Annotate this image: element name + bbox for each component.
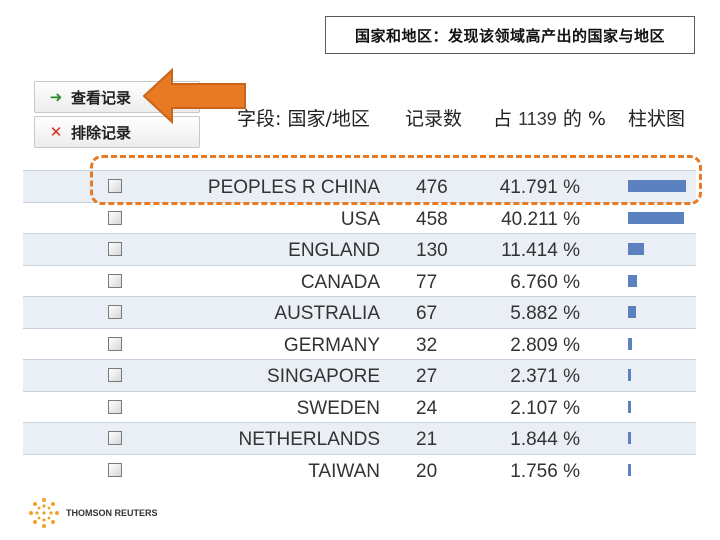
- record-count: 32: [416, 334, 438, 356]
- country-name: NETHERLANDS: [238, 429, 380, 450]
- country-name: ENGLAND: [288, 240, 380, 261]
- table-row: TAIWAN 20 1.756 %: [23, 453, 696, 486]
- country-name: AUSTRALIA: [274, 303, 380, 324]
- row-checkbox[interactable]: [108, 305, 122, 319]
- percent-value: 2.371 %: [510, 366, 580, 387]
- table-row: GERMANY 32 2.809 %: [23, 327, 696, 360]
- percent-value: 2.809 %: [510, 334, 580, 356]
- table-row: NETHERLANDS 21 1.844 %: [23, 422, 696, 454]
- record-count: 476: [416, 177, 448, 198]
- logo: THOMSON REUTERS: [28, 497, 158, 529]
- table-row: SWEDEN 24 2.107 %: [23, 390, 696, 423]
- share-bar: [628, 274, 637, 287]
- table-row: AUSTRALIA 67 5.882 %: [23, 296, 696, 328]
- percent-value: 2.107 %: [510, 397, 580, 419]
- country-name: SINGAPORE: [267, 366, 380, 387]
- record-count: 458: [416, 208, 448, 230]
- header-bar-chart: 柱状图: [628, 108, 686, 130]
- share-bar: [628, 369, 631, 381]
- share-bar: [628, 463, 631, 476]
- thomson-reuters-logo-icon: [29, 498, 59, 528]
- header-field: 字段: 国家/地区: [237, 108, 370, 130]
- country-name: GERMANY: [283, 334, 380, 356]
- row-checkbox[interactable]: [108, 462, 122, 477]
- table-row: USA 458 40.211 %: [23, 201, 696, 234]
- exclude-records-label: 排除记录: [71, 123, 132, 142]
- percent-value: 11.414 %: [501, 240, 580, 261]
- row-checkbox[interactable]: [108, 273, 122, 288]
- country-name: CANADA: [300, 271, 380, 293]
- record-count: 67: [416, 303, 438, 324]
- share-bar: [628, 243, 644, 255]
- percent-value: 1.756 %: [510, 460, 580, 482]
- slide-title: 国家和地区：发现该领域高产出的国家与地区: [325, 16, 695, 54]
- share-bar: [628, 306, 636, 318]
- country-name: USA: [340, 208, 380, 230]
- table-row: CANADA 77 6.760 %: [23, 264, 696, 297]
- percent-value: 6.760 %: [510, 271, 580, 293]
- header-count: 记录数: [405, 108, 463, 130]
- header-percent-total: 1139: [518, 109, 557, 129]
- row-checkbox[interactable]: [108, 368, 122, 382]
- record-count: 20: [416, 460, 438, 482]
- row-checkbox[interactable]: [108, 210, 122, 225]
- table-row: SINGAPORE 27 2.371 %: [23, 359, 696, 391]
- percent-value: 41.791 %: [499, 177, 580, 198]
- country-name: SWEDEN: [296, 397, 380, 419]
- header-percent-prefix: 占: [493, 108, 513, 130]
- row-checkbox[interactable]: [108, 242, 122, 256]
- percent-value: 1.844 %: [510, 429, 580, 450]
- country-name: PEOPLES R CHINA: [207, 177, 380, 198]
- row-checkbox[interactable]: [108, 179, 122, 193]
- share-bar: [628, 211, 684, 224]
- record-count: 27: [416, 366, 438, 387]
- highlight-frame: [90, 155, 702, 205]
- record-count: 130: [416, 240, 448, 261]
- arrow-right-icon: ➜: [49, 88, 63, 106]
- view-records-label: 查看记录: [71, 88, 132, 107]
- record-count: 21: [416, 429, 438, 450]
- header-percent: 占 1139 的 %: [493, 104, 606, 131]
- header-percent-suffix: 的 %: [562, 108, 606, 130]
- percent-value: 5.882 %: [510, 303, 580, 324]
- percent-value: 40.211 %: [501, 208, 580, 230]
- logo-text: THOMSON REUTERS: [66, 508, 158, 518]
- x-icon: ✕: [49, 123, 63, 141]
- arrow-left-icon: [142, 68, 246, 124]
- share-bar: [628, 432, 631, 444]
- country-name: TAIWAN: [308, 460, 380, 482]
- share-bar: [628, 400, 631, 413]
- row-checkbox[interactable]: [108, 431, 122, 445]
- table-row: PEOPLES R CHINA 476 41.791 %: [23, 170, 696, 202]
- row-checkbox[interactable]: [108, 399, 122, 414]
- row-checkbox[interactable]: [108, 336, 122, 351]
- table-row: ENGLAND 130 11.414 %: [23, 233, 696, 265]
- share-bar: [628, 180, 686, 192]
- record-count: 24: [416, 397, 438, 419]
- record-count: 77: [416, 271, 438, 293]
- share-bar: [628, 337, 632, 350]
- analysis-panel: ➜ 查看记录 ✕ 排除记录 字段: 国家/地区 记录数 占 1139 的 % 柱…: [23, 64, 696, 490]
